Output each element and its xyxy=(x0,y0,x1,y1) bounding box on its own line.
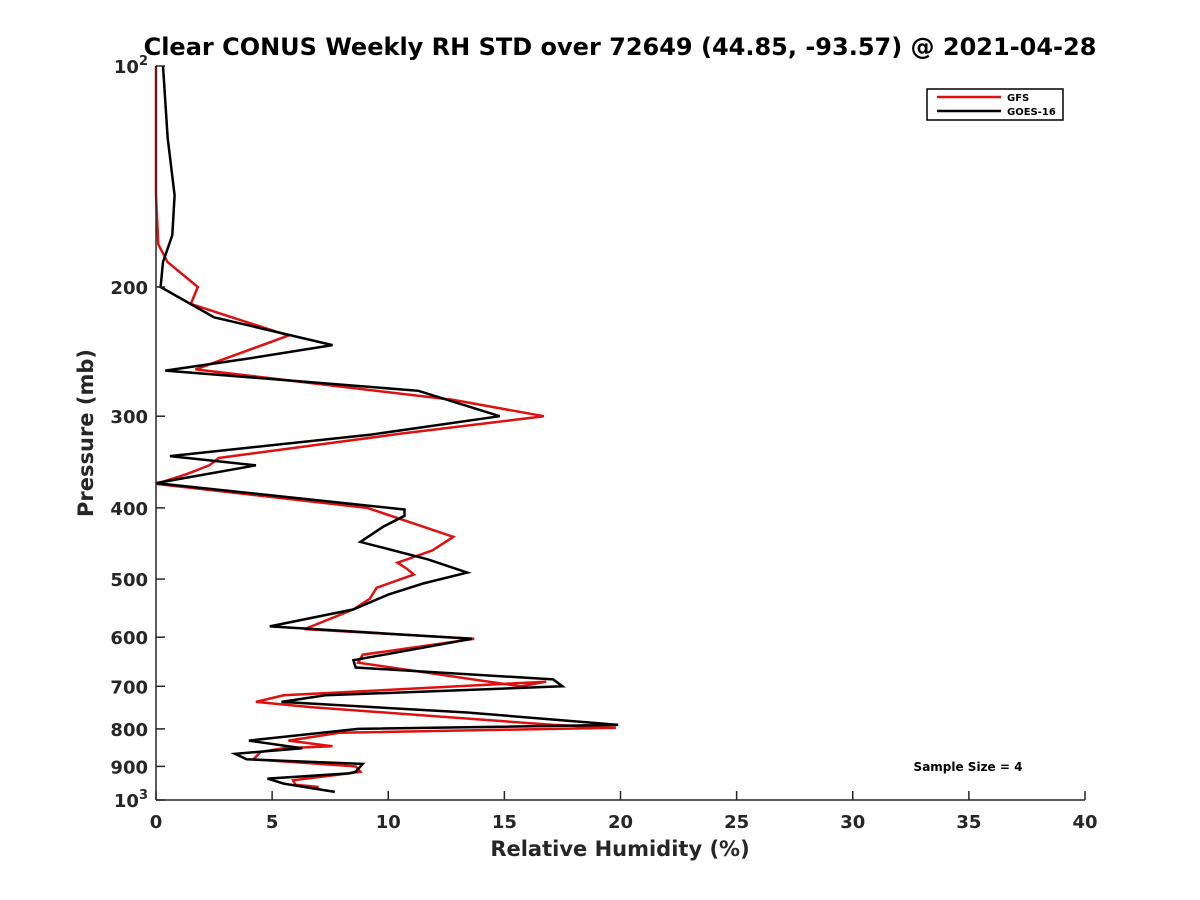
y-ticks: 102 200 300 400 500 600 700 800 900 103 xyxy=(110,54,165,812)
legend: GFS GOES-16 xyxy=(926,88,1064,121)
series-layer xyxy=(154,65,619,794)
x-tick-label: 0 xyxy=(150,812,163,833)
y-tick-label: 102 xyxy=(114,54,148,78)
y-tick-label: 200 xyxy=(110,278,148,299)
x-tick-label: 35 xyxy=(956,812,981,833)
x-tick-label: 5 xyxy=(266,812,279,833)
x-tick-label: 25 xyxy=(724,812,749,833)
y-tick-label: 700 xyxy=(110,677,148,698)
y-tick-label: 400 xyxy=(110,499,148,520)
chart-title: Clear CONUS Weekly RH STD over 72649 (44… xyxy=(144,33,1097,61)
legend-label-goes-16: GOES-16 xyxy=(1007,107,1056,118)
y-tick-label: 600 xyxy=(110,628,148,649)
x-ticks: 0 5 10 15 20 25 30 35 40 xyxy=(150,791,1098,833)
x-tick-label: 15 xyxy=(492,812,517,833)
y-tick-label: 900 xyxy=(110,757,148,778)
x-tick-label: 40 xyxy=(1072,812,1097,833)
legend-label-gfs: GFS xyxy=(1007,93,1029,104)
y-tick-label: 500 xyxy=(110,570,148,591)
y-tick-label: 300 xyxy=(110,407,148,428)
y-tick-label: 800 xyxy=(110,720,148,741)
x-tick-label: 10 xyxy=(376,812,401,833)
y-axis-label: Pressure (mb) xyxy=(74,349,98,517)
series-line-goes-16 xyxy=(155,65,619,794)
legend-entries: GFS GOES-16 xyxy=(937,93,1056,118)
x-axis-label: Relative Humidity (%) xyxy=(490,837,749,861)
plot-area: 0 5 10 15 20 25 30 35 40 102 200 300 400 500 600 700 80… xyxy=(110,54,1097,833)
sample-size-annotation: Sample Size = 4 xyxy=(914,760,1023,774)
x-tick-label: 20 xyxy=(608,812,633,833)
x-tick-label: 30 xyxy=(840,812,865,833)
legend-box xyxy=(926,88,1064,121)
y-tick-label: 103 xyxy=(114,788,148,812)
